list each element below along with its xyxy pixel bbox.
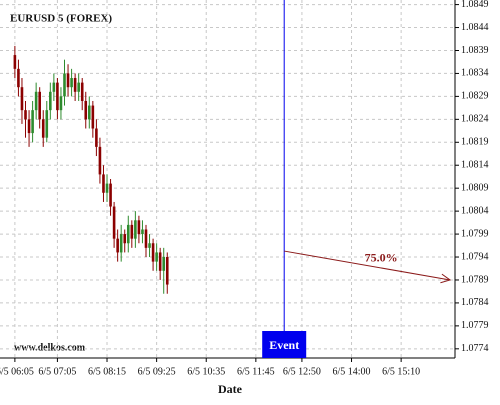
candle-body bbox=[134, 220, 137, 239]
candle-body bbox=[155, 252, 158, 262]
candle-body bbox=[70, 78, 73, 88]
candle-body bbox=[66, 73, 70, 88]
candle-body bbox=[102, 174, 105, 193]
candle-body bbox=[98, 146, 102, 175]
forecast-arrow bbox=[284, 250, 451, 281]
y-tick-label: 1.0774 bbox=[461, 343, 489, 354]
candle-body bbox=[17, 68, 20, 88]
candle-body bbox=[141, 229, 144, 235]
plot-area bbox=[0, 0, 455, 358]
y-tick-label: 1.0799 bbox=[461, 228, 489, 239]
candle-body bbox=[77, 82, 80, 92]
x-tick-label: 6/5 15:10 bbox=[382, 366, 420, 377]
y-tick-label: 1.0804 bbox=[461, 205, 489, 216]
watermark: www.delkos.com bbox=[14, 342, 86, 353]
x-tick-label: 6/5 06:05 bbox=[0, 366, 34, 377]
x-tick-label: 6/5 12:50 bbox=[283, 366, 321, 377]
candle-body bbox=[126, 224, 130, 244]
candle-body bbox=[87, 105, 91, 120]
candle-body bbox=[119, 234, 123, 253]
candle-body bbox=[137, 220, 141, 235]
candle-body bbox=[63, 73, 66, 97]
candle-body bbox=[27, 119, 31, 134]
y-tick-label: 1.0824 bbox=[461, 114, 489, 125]
candle-body bbox=[130, 224, 134, 239]
candle-body bbox=[95, 128, 98, 147]
x-tick-label: 6/5 14:00 bbox=[332, 366, 370, 377]
y-tick-label: 1.0814 bbox=[461, 160, 489, 171]
candle-body bbox=[73, 78, 77, 92]
candle-body bbox=[56, 82, 59, 111]
candle-body bbox=[52, 82, 56, 92]
candle-body bbox=[112, 206, 116, 239]
x-tick-label: 6/5 09:25 bbox=[138, 366, 176, 377]
candle-body bbox=[59, 96, 63, 111]
chart-title: EURUSD 5 (FOREX) bbox=[10, 13, 112, 25]
candle-body bbox=[80, 82, 84, 101]
y-tick-label: 1.0789 bbox=[461, 274, 489, 285]
candle-body bbox=[49, 91, 52, 111]
candle-body bbox=[91, 105, 95, 129]
candle-body bbox=[24, 110, 27, 120]
candle-body bbox=[45, 110, 49, 138]
candle-body bbox=[20, 87, 24, 111]
candle-body bbox=[38, 91, 41, 120]
y-tick-label: 1.0849 bbox=[461, 0, 489, 10]
y-tick-label: 1.0819 bbox=[461, 137, 489, 148]
y-tick-label: 1.0834 bbox=[461, 68, 489, 79]
candle-body bbox=[13, 55, 17, 69]
y-tick-label: 1.0794 bbox=[461, 251, 489, 262]
x-tick-label: 6/5 08:15 bbox=[88, 366, 126, 377]
y-tick-label: 1.0784 bbox=[461, 297, 489, 308]
candle-body bbox=[158, 252, 162, 271]
candle-body bbox=[34, 91, 38, 111]
y-tick-label: 1.0809 bbox=[461, 182, 489, 193]
candle-body bbox=[31, 110, 34, 134]
candle-body bbox=[84, 100, 88, 120]
y-tick-label: 1.0779 bbox=[461, 320, 489, 331]
y-tick-label: 1.0839 bbox=[461, 45, 489, 56]
y-tick-label: 1.0844 bbox=[461, 22, 489, 33]
candle-body bbox=[123, 234, 127, 244]
candle-body bbox=[105, 183, 109, 193]
y-tick-label: 1.0829 bbox=[461, 91, 489, 102]
event-box bbox=[262, 331, 307, 358]
candle-body bbox=[165, 257, 169, 285]
x-tick-label: 6/5 10:35 bbox=[187, 366, 225, 377]
candle-body bbox=[162, 257, 166, 271]
x-axis-label: Date bbox=[218, 382, 243, 396]
candle-body bbox=[144, 229, 148, 248]
event-label: Event bbox=[269, 338, 299, 352]
candle-body bbox=[109, 183, 112, 207]
forecast-label: 75.0% bbox=[365, 250, 398, 264]
candle-body bbox=[116, 238, 119, 253]
candle-body bbox=[148, 243, 151, 248]
candle-body bbox=[41, 119, 45, 138]
candle-body bbox=[151, 243, 155, 262]
arrow-head bbox=[440, 273, 452, 284]
x-tick-label: 6/5 07:05 bbox=[38, 366, 76, 377]
x-tick-label: 6/5 11:45 bbox=[237, 366, 275, 377]
